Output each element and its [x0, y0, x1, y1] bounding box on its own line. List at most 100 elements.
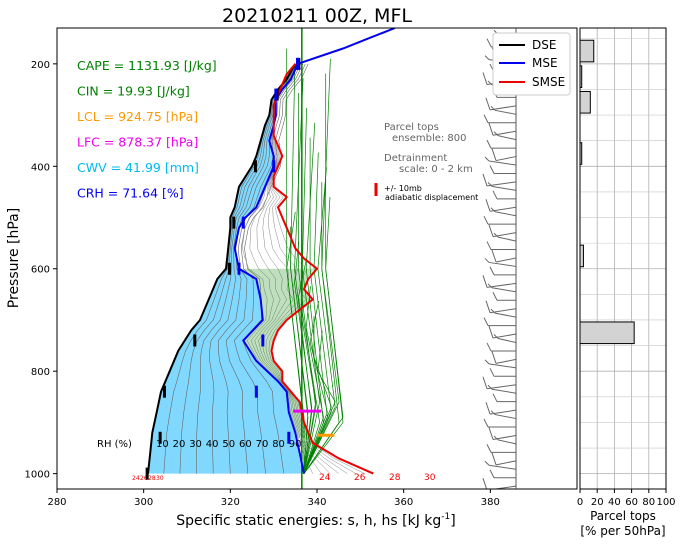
histogram-x-tick-label: 40 — [608, 497, 621, 508]
wind-barb-flag — [493, 435, 499, 441]
parcel-line — [303, 300, 328, 474]
parcel-line — [301, 271, 320, 474]
wind-barb-flag — [489, 266, 495, 276]
parcel-note-line4: scale: 0 - 2 km — [399, 164, 473, 175]
wind-barb — [491, 287, 517, 293]
wind-barb — [488, 464, 517, 470]
wind-barb — [495, 257, 517, 263]
wind-barb-flag — [493, 131, 499, 137]
wind-barb-flag — [491, 148, 497, 161]
temp-label-small: 24 — [132, 475, 140, 482]
legend-box — [492, 32, 571, 96]
wind-barb-flag — [489, 165, 495, 174]
stat-line: LFC = 878.37 [hPa] — [77, 135, 198, 150]
parcel-tops-histogram: 0 20 40 60 80 100 Parcel tops [% per 50hPa] — [577, 27, 676, 538]
histogram-x-tick-label: 80 — [642, 497, 655, 508]
wind-barb — [497, 439, 517, 445]
wind-barb-flag — [493, 232, 499, 238]
wind-barb-flag — [487, 283, 493, 289]
y-tick-label: 200 — [31, 60, 50, 71]
x-tick-label: 320 — [221, 497, 240, 508]
temp-label: 30 — [424, 473, 436, 483]
wind-barb-flag — [482, 275, 488, 288]
wind-barb-flag — [484, 359, 490, 365]
wind-barb-flag — [482, 173, 488, 187]
wind-barb-flag — [490, 410, 496, 415]
stat-line: CAPE = 1131.93 [J/kg] — [77, 58, 217, 73]
wind-barb-flag — [483, 317, 489, 326]
wind-barb-flag — [492, 292, 498, 301]
wind-barb-flag — [486, 241, 492, 250]
dse-line — [147, 63, 297, 474]
y-axis: 200 400 600 800 1000 — [25, 60, 57, 481]
stat-line: LCL = 924.75 [hPa] — [77, 109, 198, 124]
rh-label: RH (%) — [97, 439, 132, 450]
rh-value-label: 90 — [289, 439, 302, 450]
legend-label-mse: MSE — [532, 56, 558, 70]
wind-barb — [494, 109, 517, 115]
wind-barb — [494, 312, 517, 318]
y-axis-label: Pressure [hPa] — [6, 208, 22, 308]
rh-value-label: 60 — [239, 439, 252, 450]
parcel-line — [303, 167, 336, 474]
rh-contour-30 — [196, 63, 298, 474]
temp-label-small: 26 — [140, 475, 148, 482]
rh-value-label: 10 — [156, 439, 169, 450]
y-tick-label: 600 — [31, 265, 50, 276]
displacement-legend-line2: adiabatic displacement — [385, 193, 478, 202]
y-tick-label: 800 — [31, 367, 50, 378]
wind-barb — [486, 181, 517, 187]
histogram-bar — [579, 39, 595, 63]
histogram-x-tick-label: 60 — [625, 497, 638, 508]
wind-barb — [491, 388, 517, 394]
legend-label-dse: DSE — [532, 38, 556, 52]
wind-barb-flag — [484, 156, 490, 162]
wind-barb — [486, 384, 517, 390]
wind-barb-flag — [483, 215, 489, 225]
wind-barb — [488, 261, 517, 267]
rh-value-label: 70 — [256, 439, 269, 450]
histogram-bar — [579, 244, 584, 268]
stat-line: CIN = 19.93 [J/kg] — [77, 84, 190, 99]
stat-line: CRH = 71.64 [%] — [77, 186, 184, 201]
wind-barb — [486, 282, 517, 288]
wind-barb-flag — [487, 384, 493, 390]
temp-label: 26 — [354, 473, 366, 483]
parcel-line — [303, 286, 324, 474]
wind-barb-flag — [486, 444, 492, 453]
wind-barb-flag — [491, 249, 497, 263]
parcel-ensemble — [239, 28, 344, 489]
wind-barb-flag — [486, 139, 492, 149]
wind-barb-flag — [488, 427, 494, 440]
wind-barb-flag — [491, 452, 497, 465]
histogram-xlabel-line2: [% per 50hPa] — [580, 524, 665, 538]
histogram-x-tick-label: 100 — [656, 497, 675, 508]
parcel-note-line1: Parcel tops — [384, 122, 439, 133]
wind-barb-flag — [484, 258, 490, 263]
wind-barb-flag — [488, 325, 494, 339]
wind-barb — [488, 363, 517, 369]
x-tick-label: 360 — [394, 497, 413, 508]
histogram-bar — [579, 90, 591, 114]
stat-line: CWV = 41.99 [mm] — [77, 160, 199, 175]
wind-barb-flag — [490, 308, 496, 314]
histogram-bar — [579, 321, 635, 345]
parcel-line — [303, 182, 340, 474]
rh-contour-70 — [233, 63, 306, 474]
wind-barb-flag — [485, 97, 491, 111]
wind-barb-flag — [482, 376, 488, 389]
wind-barb — [494, 211, 517, 217]
temp-label-small: 30 — [156, 475, 164, 482]
rh-value-label: 30 — [189, 439, 202, 450]
temp-label-small: 28 — [148, 475, 156, 482]
rh-contour-80 — [242, 63, 309, 474]
y-tick-label: 400 — [31, 162, 50, 173]
stats-annotations: CAPE = 1131.93 [J/kg] CIN = 19.93 [J/kg] L… — [77, 58, 217, 201]
wind-barb — [497, 135, 517, 141]
wind-barb-flag — [490, 105, 496, 111]
parcel-note: Parcel tops ensemble: 800 Detrainment sc… — [384, 122, 473, 175]
wind-barb-flag — [491, 351, 497, 364]
